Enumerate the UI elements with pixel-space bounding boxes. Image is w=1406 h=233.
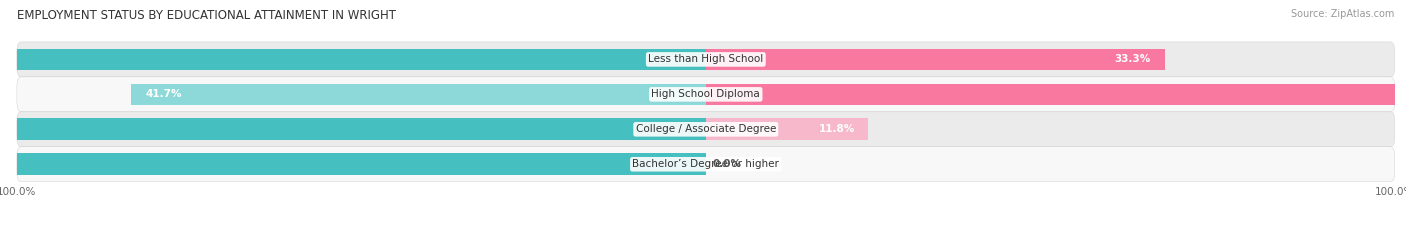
Text: College / Associate Degree: College / Associate Degree xyxy=(636,124,776,134)
FancyBboxPatch shape xyxy=(17,77,1395,112)
Text: High School Diploma: High School Diploma xyxy=(651,89,761,99)
Text: EMPLOYMENT STATUS BY EDUCATIONAL ATTAINMENT IN WRIGHT: EMPLOYMENT STATUS BY EDUCATIONAL ATTAINM… xyxy=(17,9,396,22)
Bar xyxy=(0,154,706,175)
Bar xyxy=(706,118,869,140)
Text: 11.8%: 11.8% xyxy=(818,124,855,134)
FancyBboxPatch shape xyxy=(17,147,1395,182)
Text: Source: ZipAtlas.com: Source: ZipAtlas.com xyxy=(1291,9,1395,19)
Bar xyxy=(706,49,1164,70)
Legend: In Labor Force, Unemployed: In Labor Force, Unemployed xyxy=(614,231,797,233)
Bar xyxy=(706,84,1406,105)
FancyBboxPatch shape xyxy=(17,112,1395,147)
Bar xyxy=(131,84,706,105)
Text: Less than High School: Less than High School xyxy=(648,55,763,64)
Text: 41.7%: 41.7% xyxy=(145,89,181,99)
Bar xyxy=(0,49,706,70)
Bar xyxy=(0,118,706,140)
Text: 33.3%: 33.3% xyxy=(1115,55,1152,64)
Text: Bachelor’s Degree or higher: Bachelor’s Degree or higher xyxy=(633,159,779,169)
Text: 0.0%: 0.0% xyxy=(713,159,742,169)
FancyBboxPatch shape xyxy=(17,42,1395,77)
